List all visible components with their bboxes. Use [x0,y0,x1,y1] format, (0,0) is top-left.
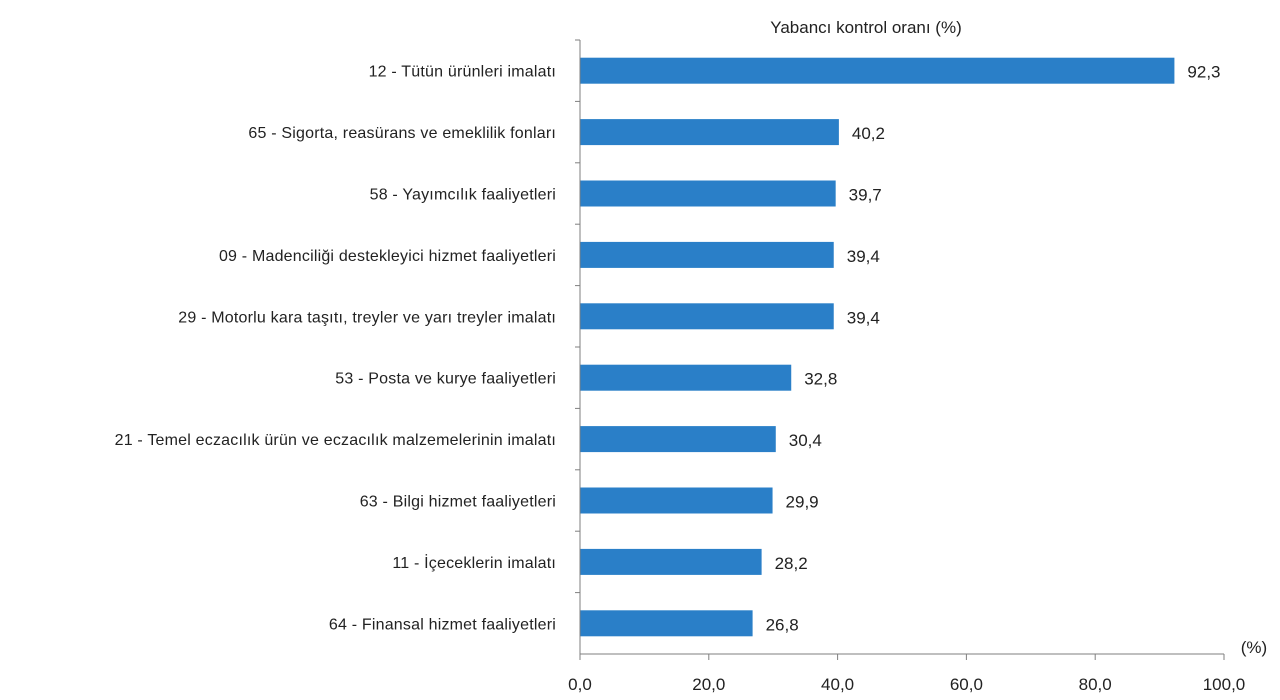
x-tick-label: 20,0 [692,675,725,694]
bar [580,610,753,637]
value-label: 29,9 [786,493,819,512]
category-labels: 12 - Tütün ürünleri imalatı 65 - Sigorta,… [115,64,556,634]
bar [580,303,834,330]
category-label: 21 - Temel eczacılık ürün ve eczacılık m… [115,432,556,449]
value-label: 28,2 [775,554,808,573]
value-label: 40,2 [852,124,885,143]
value-labels: 92,3 40,2 39,7 39,4 39,4 32,8 30,4 29,9 28,2 26,8 [766,63,1221,635]
x-tick-label: 80,0 [1079,675,1112,694]
category-label: 09 - Madenciliği destekleyici hizmet faa… [219,248,556,265]
chart-title: Yabancı kontrol oranı (%) [770,18,962,37]
bar [580,426,776,453]
x-tick-label: 40,0 [821,675,854,694]
bar [580,487,773,514]
axes [575,39,1224,655]
x-tick-label: 60,0 [950,675,983,694]
category-label: 12 - Tütün ürünleri imalatı [369,64,556,81]
value-label: 92,3 [1187,63,1220,82]
value-label: 26,8 [766,615,799,634]
value-label: 30,4 [789,431,822,450]
value-label: 39,4 [847,308,880,327]
bars-group [580,57,1175,637]
x-axis-unit-label: (%) [1241,638,1267,657]
category-label: 58 - Yayımcılık faaliyetleri [370,187,556,204]
bar [580,364,792,391]
category-label: 63 - Bilgi hizmet faaliyetleri [360,494,556,511]
value-label: 39,4 [847,247,880,266]
category-label: 29 - Motorlu kara taşıtı, treyler ve yar… [178,309,556,326]
category-label: 11 - İçeceklerin imalatı [392,553,556,572]
x-tick-label: 100,0 [1203,675,1246,694]
bar [580,57,1175,84]
x-axis-ticks: 0,0 20,0 40,0 60,0 80,0 100,0 [568,654,1245,694]
category-label: 64 - Finansal hizmet faaliyetleri [329,616,556,633]
value-label: 39,7 [849,186,882,205]
bar [580,119,839,146]
bar [580,548,762,575]
category-label: 65 - Sigorta, reasürans ve emeklilik fon… [248,125,556,142]
bar [580,180,836,207]
x-tick-label: 0,0 [568,675,592,694]
bar [580,241,834,268]
category-label: 53 - Posta ve kurye faaliyetleri [335,371,556,388]
value-label: 32,8 [804,370,837,389]
